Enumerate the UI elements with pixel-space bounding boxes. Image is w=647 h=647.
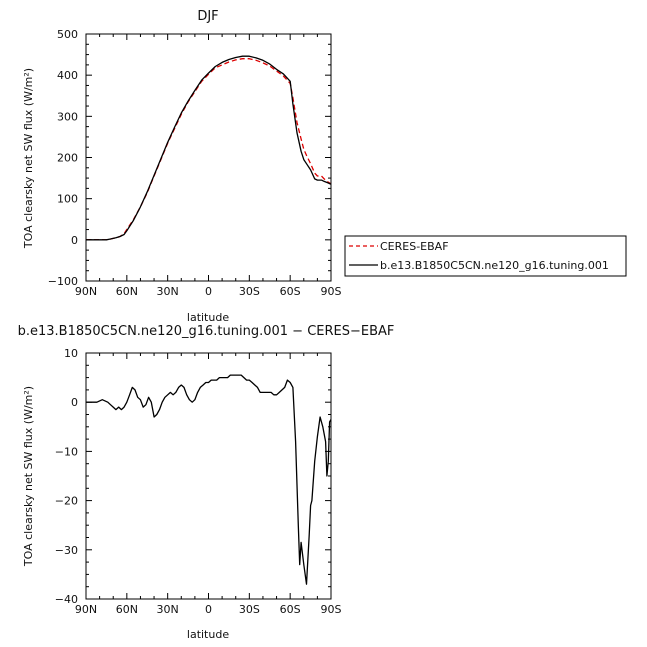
top-xtick-label: 0 [205,285,212,298]
bottom-ytick-label: −40 [55,593,78,606]
legend: CERES-EBAF b.e13.B1850C5CN.ne120_g16.tun… [344,235,627,277]
bottom-xtick-label: 0 [205,603,212,616]
top-panel-series [86,55,332,241]
bottom-ytick-label: 10 [64,347,78,360]
top-series-line-0 [86,58,332,241]
bottom-xtick-label: 90N [75,603,97,616]
top-ytick-label: 0 [71,234,78,247]
top-ytick-label: 300 [57,110,78,123]
top-ytick-label: 200 [57,152,78,165]
bottom-series-line-0 [86,374,332,585]
bottom-ytick-label: 0 [71,396,78,409]
bottom-ytick-label: −30 [55,544,78,557]
bottom-panel-series [86,374,332,585]
bottom-ytick-label: −10 [55,445,78,458]
top-xtick-label: 60N [116,285,138,298]
bottom-ytick-label: −20 [55,495,78,508]
top-panel-frame [85,33,332,282]
top-series-line-1 [86,55,332,241]
top-xtick-label: 30S [239,285,260,298]
top-panel-xlabel: latitude [187,311,229,324]
bottom-panel-frame [85,352,332,600]
bottom-panel-ylabel: TOA clearsky net SW flux (W/m²) [22,386,35,567]
top-panel-title: DJF [197,9,218,24]
bottom-xtick-label: 60S [280,603,301,616]
bottom-xtick-label: 60N [116,603,138,616]
top-xtick-label: 90S [321,285,342,298]
legend-label-model: b.e13.B1850C5CN.ne120_g16.tuning.001 [380,259,609,272]
bottom-xtick-label: 30S [239,603,260,616]
top-xtick-label: 30N [157,285,179,298]
legend-box [344,235,627,277]
top-panel-ylabel: TOA clearsky net SW flux (W/m²) [22,68,35,249]
bottom-panel: b.e13.B1850C5CN.ne120_g16.tuning.001 − C… [18,324,395,641]
bottom-xtick-label: 90S [321,603,342,616]
top-xtick-label: 90N [75,285,97,298]
top-panel: DJF 90N 60N 30N 0 30S 60S 90S −100 0 100 200 300 400… [22,9,342,324]
top-panel-ticks: 90N 60N 30N 0 30S 60S 90S −100 0 100 200 300 400 500 [48,28,342,298]
top-ytick-label: −100 [48,275,78,288]
top-ytick-label: 100 [57,193,78,206]
top-ytick-label: 400 [57,69,78,82]
bottom-xtick-label: 30N [157,603,179,616]
top-xtick-label: 60S [280,285,301,298]
legend-label-ceres-ebaf: CERES-EBAF [380,240,449,253]
bottom-panel-title: b.e13.B1850C5CN.ne120_g16.tuning.001 − C… [18,324,395,339]
bottom-panel-xlabel: latitude [187,628,229,641]
top-ytick-label: 500 [57,28,78,41]
